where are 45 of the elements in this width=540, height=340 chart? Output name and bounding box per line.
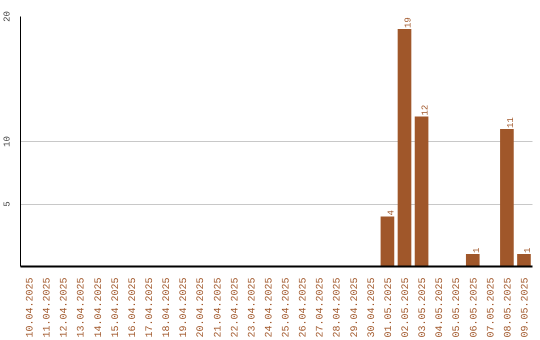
x-tick-label: 10.04.2025 bbox=[26, 277, 37, 338]
x-tick-label: 26.04.2025 bbox=[298, 277, 310, 338]
x-tick-label: 15.04.2025 bbox=[110, 277, 122, 338]
x-tick-label: 20.04.2025 bbox=[196, 277, 208, 338]
x-tick-label: 04.05.2025 bbox=[435, 277, 446, 338]
data-label: 11 bbox=[506, 117, 516, 128]
y-tick-label: 5 bbox=[2, 201, 12, 207]
x-tick-label: 02.05.2025 bbox=[401, 277, 412, 338]
x-tick-label: 08.05.2025 bbox=[503, 277, 514, 338]
x-tick-label: 22.04.2025 bbox=[230, 277, 242, 338]
bar bbox=[517, 254, 531, 266]
x-tick-label: 23.04.2025 bbox=[247, 277, 258, 338]
x-tick-label: 01.05.2025 bbox=[384, 277, 395, 338]
x-tick-label: 27.04.2025 bbox=[316, 277, 327, 338]
bar bbox=[466, 254, 480, 266]
x-tick-label: 12.04.2025 bbox=[60, 277, 71, 338]
x-tick-label: 06.05.2025 bbox=[469, 277, 480, 338]
bar bbox=[414, 116, 428, 266]
data-label: 12 bbox=[420, 104, 431, 116]
x-tick-label: 11.04.2025 bbox=[42, 277, 54, 338]
y-tick-label: 10 bbox=[2, 136, 12, 147]
x-tick-label: 05.05.2025 bbox=[452, 277, 464, 338]
x-tick-label: 14.04.2025 bbox=[94, 277, 105, 338]
data-label: 4 bbox=[386, 210, 396, 216]
bar bbox=[398, 29, 412, 266]
x-tick-label: 19.04.2025 bbox=[179, 277, 190, 338]
x-tick-label: 17.04.2025 bbox=[145, 277, 156, 338]
x-tick-label: 25.04.2025 bbox=[282, 277, 293, 338]
bar bbox=[380, 216, 394, 266]
x-tick-label: 29.04.2025 bbox=[350, 277, 361, 338]
x-tick-label: 21.04.2025 bbox=[213, 277, 224, 338]
x-tick-label: 07.05.2025 bbox=[486, 277, 498, 338]
x-tick-label: 13.04.2025 bbox=[76, 277, 88, 338]
data-label: 19 bbox=[404, 17, 414, 28]
x-tick-label: 09.05.2025 bbox=[520, 277, 532, 338]
x-tick-label: 16.04.2025 bbox=[128, 277, 139, 338]
x-tick-label: 24.04.2025 bbox=[264, 277, 276, 338]
x-tick-label: 28.04.2025 bbox=[332, 277, 344, 338]
x-tick-label: 18.04.2025 bbox=[162, 277, 174, 338]
x-tick-label: 03.05.2025 bbox=[418, 277, 430, 338]
data-label: 1 bbox=[522, 248, 533, 253]
bar bbox=[500, 129, 514, 266]
x-tick-label: 30.04.2025 bbox=[366, 277, 378, 338]
y-tick-label: 20 bbox=[2, 11, 12, 22]
data-label: 1 bbox=[472, 248, 482, 253]
